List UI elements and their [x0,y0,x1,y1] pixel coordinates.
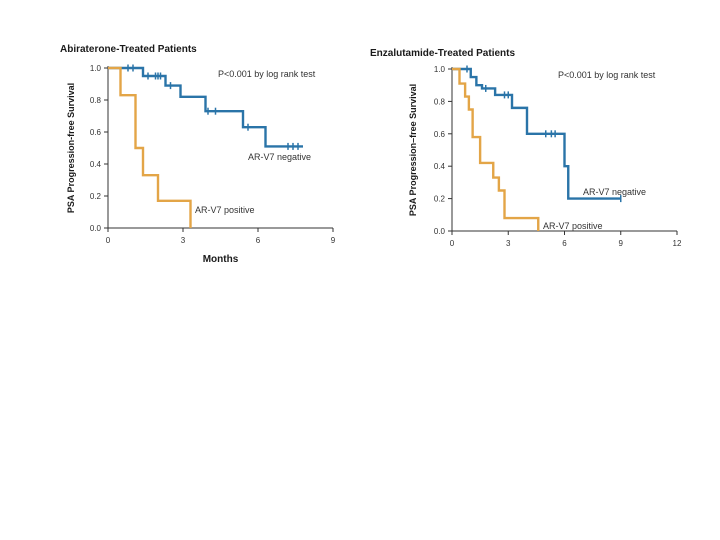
series-label-ar-v7-negative: AR-V7 negative [248,152,311,162]
enzalutamide-km-chart: Enzalutamide-Treated Patients PSA Progres… [370,48,682,248]
x-tick-label: 3 [181,236,186,245]
y-tick-label: 0.8 [90,96,102,105]
chart-title: Enzalutamide-Treated Patients [370,48,515,59]
x-tick-label: 0 [106,236,111,245]
x-tick-label: 0 [450,239,455,248]
y-tick-label: 1.0 [90,64,102,73]
y-tick-label: 0.2 [434,195,446,204]
y-tick-label: 0.4 [434,162,446,171]
series-line-ar-v7-negative [108,66,303,148]
x-tick-label: 6 [562,239,567,248]
series-line-ar-v7-positive [108,66,192,228]
series-line-ar-v7-positive [452,67,540,231]
p-value-annotation: P<0.001 by log rank test [218,69,316,79]
y-tick-label: 0.4 [90,160,102,169]
y-tick-label: 0.8 [434,97,446,106]
x-tick-label: 6 [256,236,261,245]
p-value-annotation: P<0.001 by log rank test [558,70,656,80]
y-tick-label: 1.0 [434,65,446,74]
abiraterone-chart-panel: Abiraterone-Treated Patients PSA Progress… [60,40,350,275]
x-tick-label: 3 [506,239,511,248]
x-tick-label: 12 [673,239,682,248]
series-label-ar-v7-positive: AR-V7 positive [543,221,603,231]
y-axis-label: PSA Progression–free Survival [408,84,418,216]
series-label-ar-v7-negative: AR-V7 negative [583,187,646,197]
x-tick-label: 9 [619,239,624,248]
y-tick-label: 0.0 [434,227,446,236]
y-axis-label: PSA Progression-free Survival [66,83,76,213]
x-tick-label: 9 [331,236,336,245]
abiraterone-km-chart: Abiraterone-Treated Patients PSA Progress… [60,44,336,265]
series-label-ar-v7-positive: AR-V7 positive [195,205,255,215]
enzalutamide-chart-panel: Enzalutamide-Treated Patients PSA Progres… [360,40,700,275]
y-tick-label: 0.6 [434,130,446,139]
series-line-ar-v7-negative [452,67,621,200]
y-tick-label: 0.6 [90,128,102,137]
y-tick-label: 0.2 [90,192,102,201]
y-tick-label: 0.0 [90,224,102,233]
x-axis-label: Months [203,254,239,265]
chart-title: Abiraterone-Treated Patients [60,44,197,55]
